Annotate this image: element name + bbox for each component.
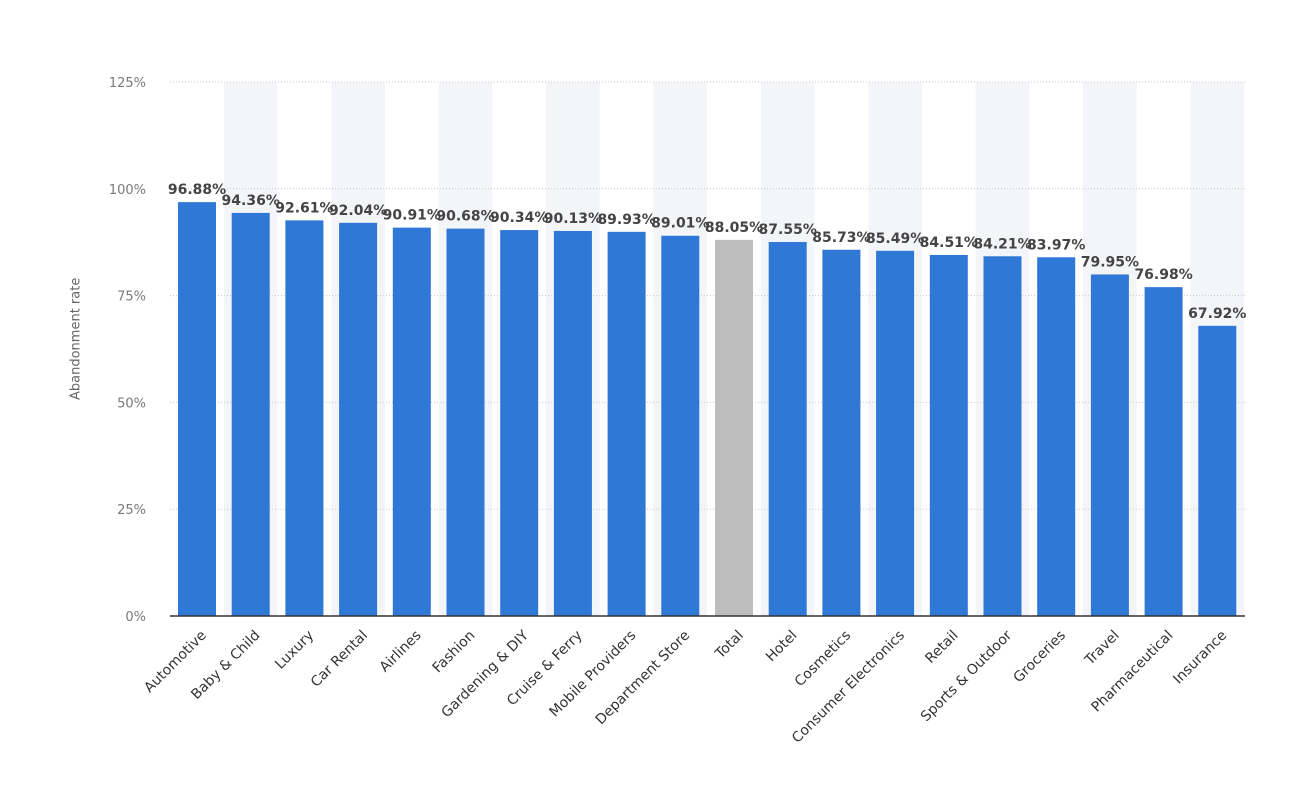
bar xyxy=(392,227,431,616)
data-label: 87.55% xyxy=(759,222,817,238)
x-tick-label: Airlines xyxy=(377,628,425,676)
y-tick-label: 75% xyxy=(117,290,146,305)
x-tick-label: Fashion xyxy=(430,628,479,677)
bar xyxy=(339,222,378,616)
x-tick-label: Total xyxy=(712,628,747,663)
data-label: 89.01% xyxy=(651,216,709,232)
bar xyxy=(661,235,700,617)
bar xyxy=(768,241,807,617)
x-tick-label: Hotel xyxy=(763,628,801,666)
data-label: 96.88% xyxy=(168,182,226,198)
data-label: 89.93% xyxy=(597,212,655,228)
data-label: 83.97% xyxy=(1027,237,1085,253)
data-label: 90.34% xyxy=(490,210,548,226)
bar xyxy=(1037,257,1076,616)
bar xyxy=(553,230,592,616)
y-tick-label: 50% xyxy=(117,396,146,411)
x-tick-label: Consumer Electronics xyxy=(789,628,908,747)
bar xyxy=(607,231,646,617)
y-axis-label: Abandonment rate xyxy=(68,277,84,400)
y-tick-label: 100% xyxy=(109,183,146,198)
bar xyxy=(715,239,753,616)
bar xyxy=(231,212,270,616)
bar xyxy=(285,220,324,616)
bars xyxy=(178,202,1237,617)
x-tick-label: Sports & Outdoor xyxy=(918,627,1016,725)
bar xyxy=(822,249,861,616)
x-tick-label: Travel xyxy=(1081,628,1122,669)
data-label: 90.91% xyxy=(383,208,441,224)
data-label: 94.36% xyxy=(222,193,280,209)
bar xyxy=(446,228,485,616)
y-axis-ticks: 0% 25% 50% 75% 100% 125% xyxy=(109,76,146,625)
data-label: 85.73% xyxy=(812,230,870,246)
value-labels: 96.88%94.36%92.61%92.04%90.91%90.68%90.3… xyxy=(168,182,1247,322)
bar xyxy=(500,230,539,617)
data-label: 88.05% xyxy=(705,220,763,236)
data-label: 90.68% xyxy=(436,209,494,225)
y-tick-label: 0% xyxy=(125,610,146,625)
data-label: 84.21% xyxy=(973,236,1031,252)
gridlines xyxy=(170,81,1245,510)
data-label: 92.61% xyxy=(275,200,333,216)
data-label: 76.98% xyxy=(1134,267,1192,283)
bar xyxy=(178,202,216,616)
data-label: 67.92% xyxy=(1188,306,1246,322)
bar xyxy=(1090,274,1129,616)
data-label: 90.13% xyxy=(544,211,602,227)
bar xyxy=(929,254,968,617)
x-tick-label: Car Rental xyxy=(308,628,371,691)
data-label: 92.04% xyxy=(329,203,387,219)
y-tick-label: 125% xyxy=(109,76,146,91)
bar xyxy=(876,250,915,616)
data-label: 79.95% xyxy=(1081,254,1139,270)
bar xyxy=(983,256,1022,616)
x-tick-label: Retail xyxy=(922,628,961,667)
y-tick-label: 25% xyxy=(117,503,146,518)
x-tick-label: Groceries xyxy=(1011,628,1070,687)
x-tick-label: Department Store xyxy=(593,628,694,729)
bar xyxy=(1198,325,1237,616)
data-label: 84.51% xyxy=(920,235,978,251)
bar xyxy=(1144,287,1183,616)
x-tick-label: Insurance xyxy=(1170,628,1230,688)
data-label: 85.49% xyxy=(866,231,924,247)
x-tick-label: Luxury xyxy=(272,628,317,673)
